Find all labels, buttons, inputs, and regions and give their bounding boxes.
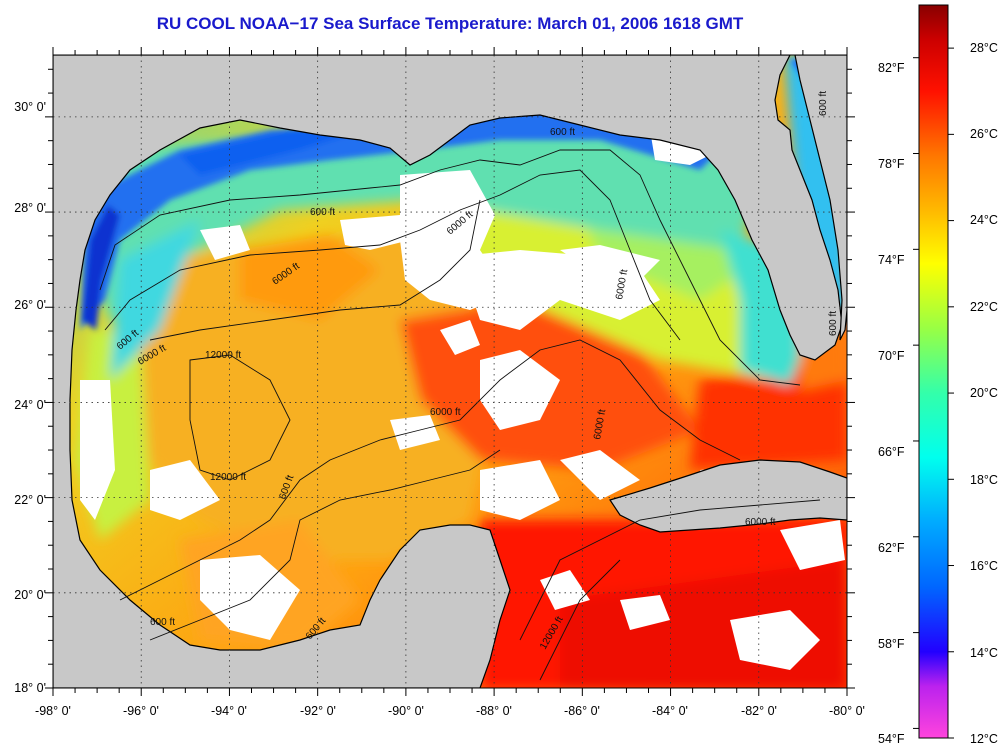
celsius-label: 16°C <box>970 559 998 573</box>
cloud-cover <box>80 125 845 670</box>
contour-label: 12000 ft <box>210 472 246 483</box>
celsius-label: 24°C <box>970 213 998 227</box>
map-area: 600 ft 600 ft 600 ft 600 ft 600 ft 600 f… <box>53 55 847 688</box>
celsius-label: 28°C <box>970 41 998 55</box>
contour-label: 6000 ft <box>614 268 630 300</box>
colorbar-fahrenheit-labels: 82°F 78°F 74°F 70°F 66°F 62°F 58°F 54°F <box>878 61 905 746</box>
celsius-label: 18°C <box>970 473 998 487</box>
contour-label: 600 ft <box>828 311 839 336</box>
fahrenheit-label: 58°F <box>878 637 905 651</box>
lon-label: -96° 0' <box>123 704 159 718</box>
celsius-label: 14°C <box>970 646 998 660</box>
lon-label: -82° 0' <box>741 704 777 718</box>
contour-label: 6000 ft <box>430 407 461 418</box>
lon-label: -86° 0' <box>564 704 600 718</box>
celsius-label: 20°C <box>970 386 998 400</box>
fahrenheit-label: 70°F <box>878 349 905 363</box>
contour-label: 600 ft <box>550 127 575 138</box>
bathymetry-contours <box>99 149 821 681</box>
lat-label: 26° 0' <box>14 298 46 312</box>
contour-label: 600 ft <box>310 207 335 218</box>
lat-label: 22° 0' <box>14 493 46 507</box>
lon-label: -94° 0' <box>211 704 247 718</box>
lat-label: 30° 0' <box>14 100 46 114</box>
celsius-label: 12°C <box>970 732 998 746</box>
fahrenheit-label: 78°F <box>878 157 905 171</box>
lon-label: -88° 0' <box>476 704 512 718</box>
fahrenheit-label: 62°F <box>878 541 905 555</box>
contour-label: 6000 ft <box>745 517 776 528</box>
lon-label: -84° 0' <box>652 704 688 718</box>
contour-label: 12000 ft <box>205 350 241 361</box>
celsius-label: 22°C <box>970 300 998 314</box>
contour-label: 600 ft <box>818 91 829 116</box>
land-masses <box>53 55 847 688</box>
lon-label: -80° 0' <box>829 704 865 718</box>
colorbar-ticks <box>913 47 954 739</box>
fahrenheit-label: 54°F <box>878 732 905 746</box>
grid-lines <box>53 55 847 688</box>
longitude-labels: -98° 0' -96° 0' -94° 0' -92° 0' -90° 0' … <box>35 704 865 718</box>
lon-label: -90° 0' <box>388 704 424 718</box>
contour-label: 6000 ft <box>592 408 608 440</box>
latitude-labels: 30° 0' 28° 0' 26° 0' 24° 0' 22° 0' 20° 0… <box>14 100 46 695</box>
lat-label: 28° 0' <box>14 201 46 215</box>
lat-label: 24° 0' <box>14 398 46 412</box>
lon-label: -98° 0' <box>35 704 71 718</box>
fahrenheit-label: 66°F <box>878 445 905 459</box>
lat-label: 18° 0' <box>14 681 46 695</box>
lon-label: -92° 0' <box>300 704 336 718</box>
lat-label: 20° 0' <box>14 588 46 602</box>
celsius-label: 26°C <box>970 127 998 141</box>
contour-label: 600 ft <box>150 617 175 628</box>
fahrenheit-label: 82°F <box>878 61 905 75</box>
colorbar <box>918 4 949 739</box>
map-title: RU COOL NOAA−17 Sea Surface Temperature:… <box>156 14 744 33</box>
axis-ticks <box>45 47 855 696</box>
colorbar-celsius-labels: 28°C 26°C 24°C 22°C 20°C 18°C 16°C 14°C … <box>970 41 998 746</box>
fahrenheit-label: 74°F <box>878 253 905 267</box>
